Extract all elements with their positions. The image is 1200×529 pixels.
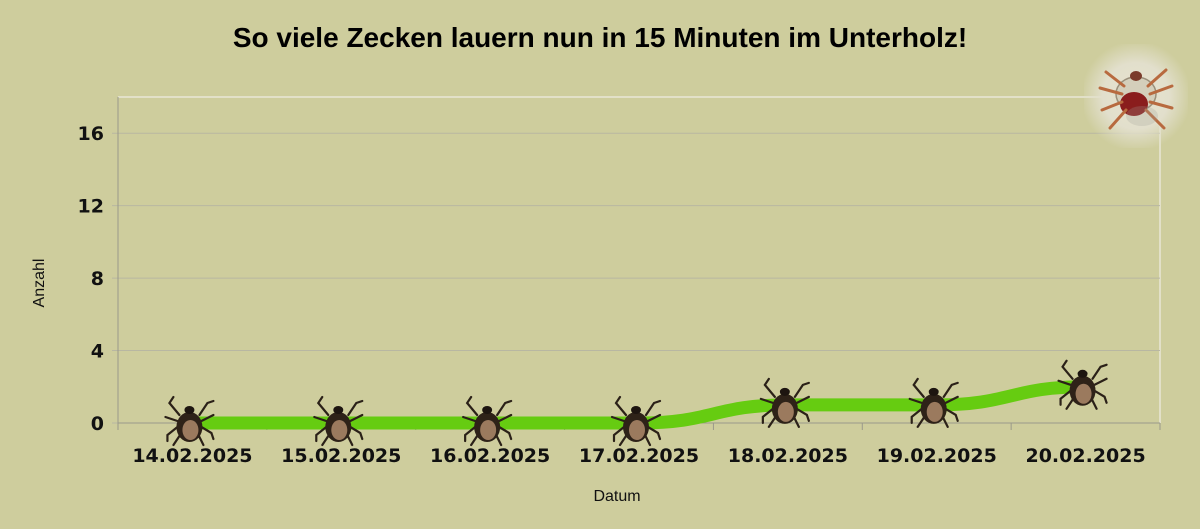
x-tick-label: 19.02.2025 xyxy=(877,445,997,467)
x-tick-label: 16.02.2025 xyxy=(430,445,550,467)
x-tick-label: 14.02.2025 xyxy=(132,445,252,467)
y-tick-label: 4 xyxy=(91,341,104,363)
data-point-tick-icon xyxy=(759,377,810,428)
x-tick-label: 17.02.2025 xyxy=(579,445,699,467)
data-point-tick-icon xyxy=(313,395,364,447)
data-point-tick-icon xyxy=(462,395,513,447)
x-tick-label: 18.02.2025 xyxy=(728,445,848,467)
chart-title: So viele Zecken lauern nun in 15 Minuten… xyxy=(232,22,968,53)
legend-tick-icon xyxy=(1084,44,1188,148)
data-point-tick-icon xyxy=(610,395,662,447)
y-tick-label: 0 xyxy=(91,413,104,435)
x-tick-label: 20.02.2025 xyxy=(1025,445,1145,467)
x-tick-label: 15.02.2025 xyxy=(281,445,401,467)
y-axis-title: Anzahl xyxy=(31,259,48,308)
data-point-tick-icon xyxy=(164,395,215,447)
y-tick-label: 12 xyxy=(78,196,104,218)
y-tick-label: 16 xyxy=(78,123,104,145)
data-point-tick-icon xyxy=(908,377,959,428)
y-tick-label: 8 xyxy=(91,268,104,290)
data-point-tick-icon xyxy=(1057,359,1108,410)
x-axis-title: Datum xyxy=(593,488,640,505)
